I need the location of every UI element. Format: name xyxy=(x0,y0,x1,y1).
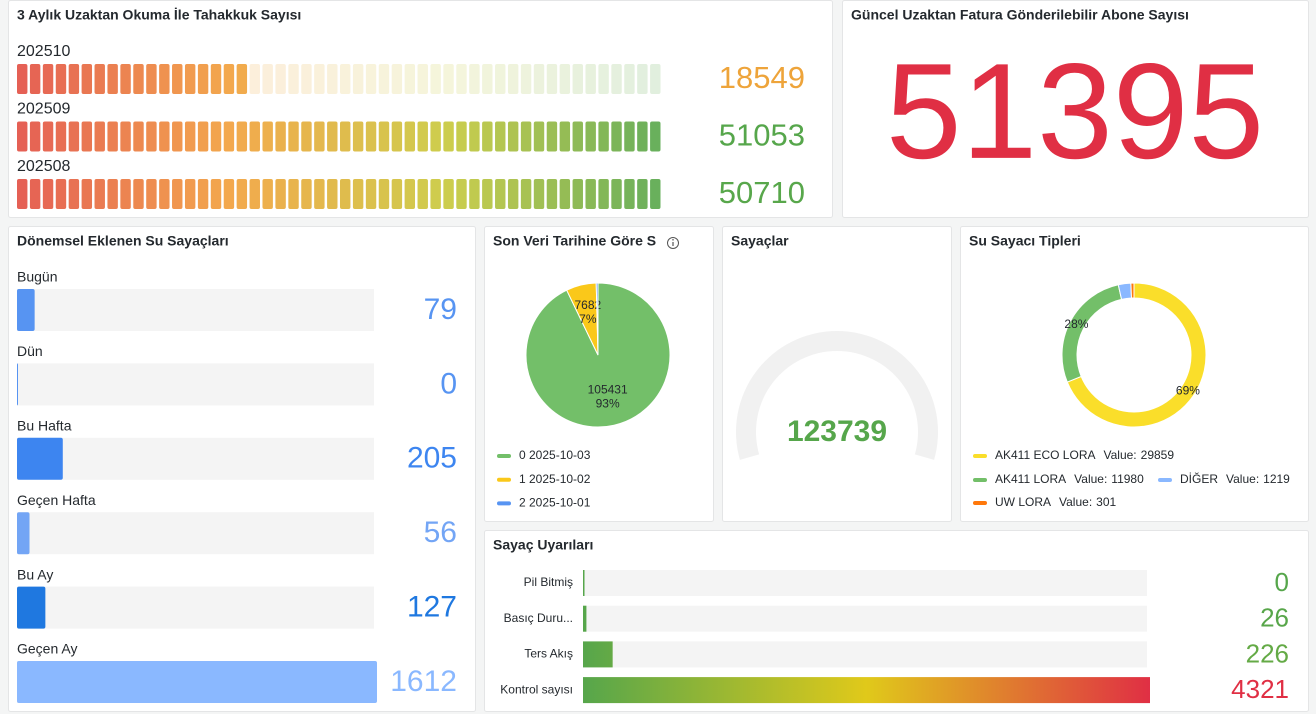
led-bar xyxy=(17,64,661,94)
legend-label: 1 2025-10-02 xyxy=(519,472,591,486)
bar-bg xyxy=(17,586,374,629)
legend-label: AK411 ECO LORA xyxy=(995,448,1096,462)
info-icon xyxy=(667,237,679,249)
value: 0 xyxy=(440,367,457,400)
slice xyxy=(595,282,599,356)
row-label: Bugün xyxy=(17,269,57,285)
legend-value-label: Value: xyxy=(1074,472,1107,486)
bar-bg xyxy=(583,641,1147,668)
row-label: 202510 xyxy=(17,43,70,60)
value: 127 xyxy=(407,591,457,624)
stat-value: 51395 xyxy=(886,35,1264,187)
slice-value: 105431 xyxy=(588,382,628,396)
value: 0 xyxy=(1275,567,1289,597)
legend-value: 301 xyxy=(1096,495,1116,509)
bar xyxy=(583,641,613,668)
row-label: Ters Akış xyxy=(524,647,573,661)
led-bar xyxy=(17,121,661,152)
panel-title: Sayaçlar xyxy=(731,233,789,249)
bar xyxy=(17,437,63,480)
value: 4321 xyxy=(1231,674,1289,704)
bar-bg xyxy=(17,437,374,480)
slice-value: 7682 xyxy=(574,298,601,312)
bar xyxy=(583,570,585,596)
bar xyxy=(583,677,1150,704)
panel-title: Su Sayacı Tipleri xyxy=(969,233,1081,249)
value: 51053 xyxy=(719,118,805,153)
row-label: Kontrol sayısı xyxy=(500,682,573,696)
row-label: Geçen Hafta xyxy=(17,492,96,508)
gauge-track xyxy=(735,330,939,460)
legend-value-label: Value: xyxy=(1059,495,1092,509)
value: 1612 xyxy=(390,665,457,698)
row-label: Dün xyxy=(17,343,43,359)
value: 226 xyxy=(1246,638,1289,668)
panel xyxy=(722,226,952,522)
value: 56 xyxy=(424,516,457,549)
legend-label: 2 2025-10-01 xyxy=(519,496,591,510)
legend-value: 29859 xyxy=(1141,448,1175,462)
panel-title: Dönemsel Eklenen Su Sayaçları xyxy=(17,233,229,249)
panel-title: Son Veri Tarihine Göre S xyxy=(493,233,656,249)
legend-value: 11980 xyxy=(1111,472,1144,486)
legend-value: 1219 xyxy=(1263,472,1290,486)
panel-title: 3 Aylık Uzaktan Okuma İle Tahakkuk Sayıs… xyxy=(17,7,301,23)
slice-percent: 28% xyxy=(1064,317,1088,331)
bar xyxy=(17,289,35,331)
gauge-value: 123739 xyxy=(787,415,887,448)
bar xyxy=(17,661,377,703)
led-bar xyxy=(17,179,661,209)
slice xyxy=(1066,282,1207,428)
slice-percent: 69% xyxy=(1176,383,1200,397)
row-label: 202508 xyxy=(17,158,70,175)
row-label: Pil Bitmiş xyxy=(524,575,573,589)
row-label: 202509 xyxy=(17,101,70,118)
panel-title: Güncel Uzaktan Fatura Gönderilebilir Abo… xyxy=(851,7,1189,23)
value: 50710 xyxy=(719,175,805,210)
bar-bg xyxy=(17,512,374,555)
legend-label: UW LORA xyxy=(995,495,1051,509)
legend-value-label: Value: xyxy=(1226,472,1259,486)
row-label: Bu Hafta xyxy=(17,418,72,434)
value: 79 xyxy=(424,293,457,326)
row-label: Geçen Ay xyxy=(17,641,77,657)
slice-percent: 7% xyxy=(579,312,597,326)
value: 205 xyxy=(407,442,457,475)
bar xyxy=(17,363,18,406)
value: 18549 xyxy=(719,60,805,95)
bar xyxy=(583,605,587,632)
bar-bg xyxy=(583,605,1147,632)
bar-bg xyxy=(17,289,374,331)
panel xyxy=(8,0,833,218)
panel xyxy=(960,226,1309,522)
bar xyxy=(17,586,46,629)
legend-label: 0 2025-10-03 xyxy=(519,448,591,462)
info-icon xyxy=(672,239,674,241)
legend-label: DİĞER xyxy=(1180,471,1218,486)
panel-title: Sayaç Uyarıları xyxy=(493,537,593,553)
bar-bg xyxy=(17,363,374,406)
row-label: Basıç Duru... xyxy=(504,611,573,625)
legend-value-label: Value: xyxy=(1104,448,1137,462)
slice xyxy=(1130,282,1135,299)
legend-label: AK411 LORA xyxy=(995,472,1066,486)
slice-percent: 93% xyxy=(596,396,620,410)
panel xyxy=(842,0,1309,218)
value: 26 xyxy=(1260,603,1289,633)
bar-bg xyxy=(583,570,1147,596)
bar xyxy=(17,512,30,555)
row-label: Bu Ay xyxy=(17,566,53,582)
